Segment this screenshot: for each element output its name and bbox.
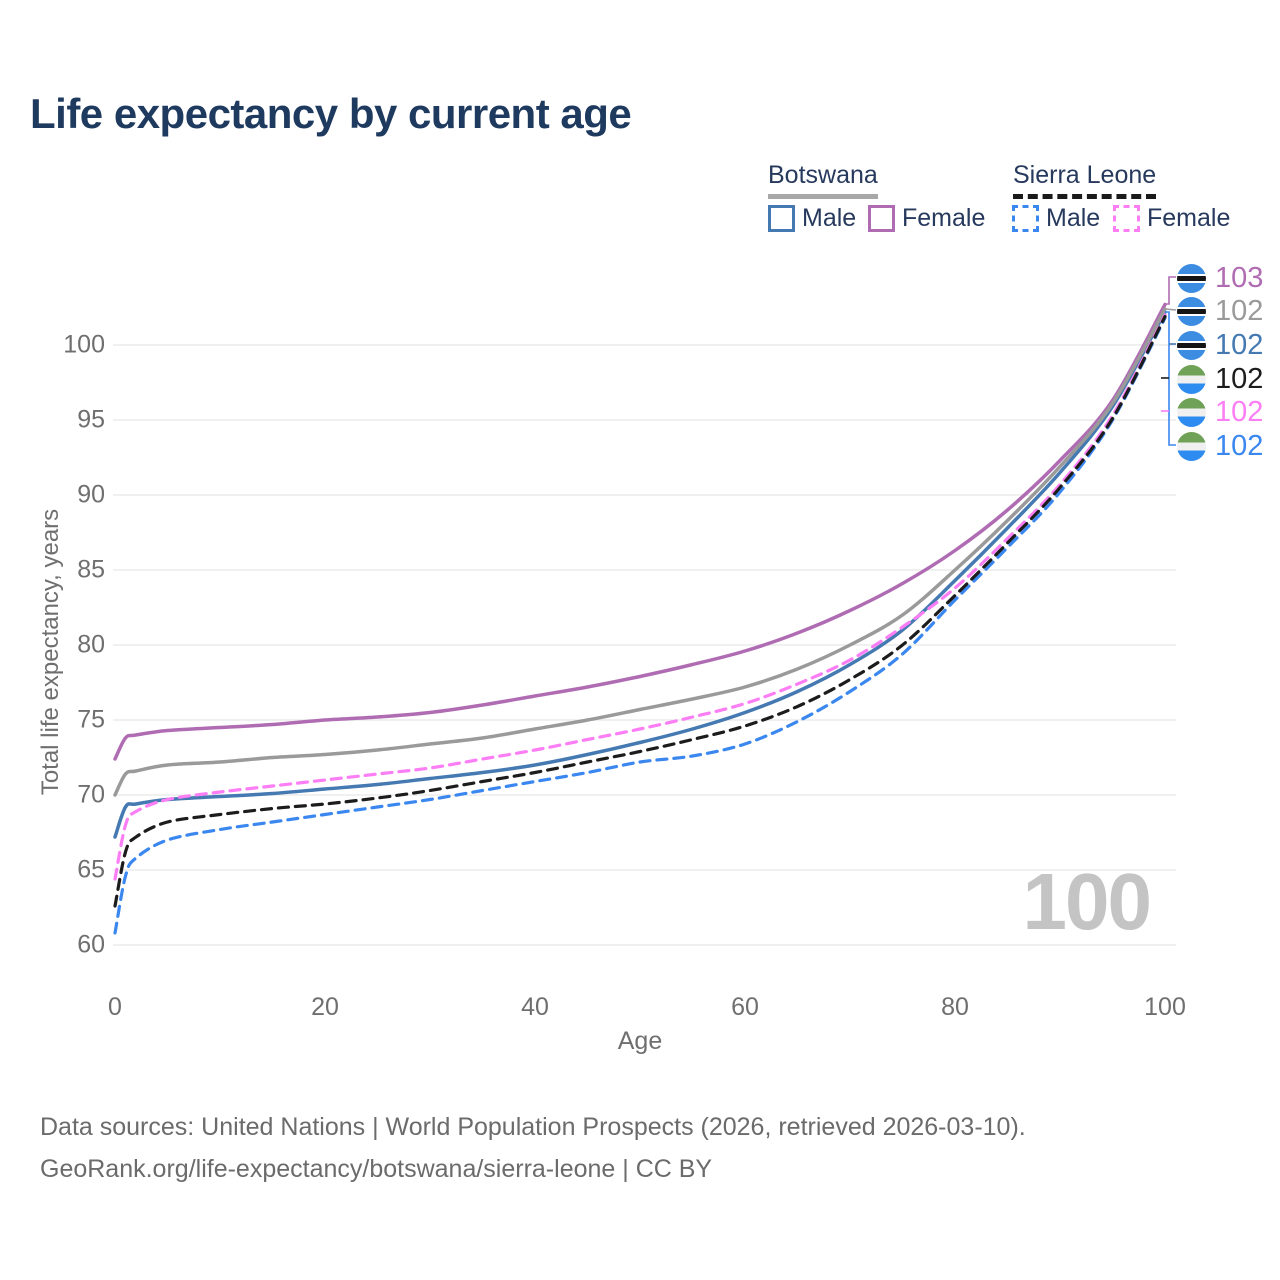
end-value-label: 102 <box>1215 429 1264 462</box>
x-tick-label: 40 <box>521 993 549 1021</box>
botswana-male-swatch-icon <box>768 205 795 232</box>
end-label-row: 102 <box>1177 330 1263 360</box>
legend-group-botswana[interactable]: Botswana <box>768 161 878 199</box>
end-value-label: 102 <box>1215 395 1264 428</box>
x-tick-label: 60 <box>731 993 759 1021</box>
attribution-line: GeoRank.org/life-expectancy/botswana/sie… <box>40 1155 713 1183</box>
y-tick-label: 95 <box>77 405 105 434</box>
end-value-label: 102 <box>1215 328 1264 361</box>
y-tick-label: 65 <box>77 855 105 884</box>
legend-item-label: Female <box>902 204 986 232</box>
legend-item-label: Female <box>1147 204 1231 232</box>
end-value-label: 102 <box>1215 294 1264 327</box>
legend-item-label: Male <box>1046 204 1101 232</box>
data-source-line: Data sources: United Nations | World Pop… <box>40 1113 1026 1141</box>
sierra-leone-flag-icon <box>1177 397 1206 427</box>
series-line-botswana-male[interactable] <box>113 310 1167 839</box>
end-label-row: 102 <box>1177 296 1263 326</box>
end-label-row: 102 <box>1177 397 1263 427</box>
y-tick-label: 60 <box>77 930 105 959</box>
footer: Data sources: United Nations | World Pop… <box>40 1106 1026 1190</box>
botswana-female-swatch-icon <box>868 205 895 232</box>
series-line-botswana-female[interactable] <box>113 302 1167 761</box>
series-line-sierra-leone-female[interactable] <box>113 313 1167 881</box>
page-title: Life expectancy by current age <box>30 90 632 137</box>
botswana-flag-icon <box>1177 330 1206 360</box>
y-tick-label: 80 <box>77 630 105 659</box>
end-label-row: 102 <box>1177 431 1263 461</box>
leader-line <box>1164 308 1177 311</box>
x-tick-label: 20 <box>311 993 339 1021</box>
legend-item-botswana-male[interactable]: Male <box>768 204 856 233</box>
y-tick-label: 90 <box>77 480 105 509</box>
legend-item-botswana-female[interactable]: Female <box>868 204 985 233</box>
end-value-label: 103 <box>1215 261 1264 294</box>
series-line-sierra-leone-male[interactable] <box>113 316 1167 935</box>
x-tick-label: 100 <box>1144 993 1186 1021</box>
series-line-botswana-combined[interactable] <box>113 307 1167 797</box>
end-label-row: 102 <box>1177 364 1263 394</box>
series-line-sierra-leone-combined[interactable] <box>113 314 1167 908</box>
end-label-row: 103 <box>1177 263 1263 293</box>
y-tick-label: 70 <box>77 780 105 809</box>
sierra-leone-flag-icon <box>1177 364 1206 394</box>
y-tick-label: 75 <box>77 705 105 734</box>
x-tick-label: 80 <box>941 993 969 1021</box>
sierra-leone-female-swatch-icon <box>1113 205 1140 232</box>
legend-item-sierra-leone-male[interactable]: Male <box>1012 204 1100 233</box>
legend-group-sierra-leone[interactable]: Sierra Leone <box>1013 161 1157 199</box>
x-axis-title: Age <box>617 1027 663 1055</box>
sierra-leone-flag-icon <box>1177 431 1206 461</box>
y-tick-label: 100 <box>63 330 105 359</box>
leader-line <box>1165 311 1176 446</box>
x-tick-label: 0 <box>108 993 122 1021</box>
botswana-flag-icon <box>1177 263 1206 293</box>
sierra-leone-male-swatch-icon <box>1012 205 1039 232</box>
leader-line <box>1165 276 1176 305</box>
legend-item-label: Male <box>802 204 857 232</box>
botswana-flag-icon <box>1177 296 1206 326</box>
age-watermark: 100 <box>1022 857 1152 946</box>
y-tick-label: 85 <box>77 555 105 584</box>
legend-item-sierra-leone-female[interactable]: Female <box>1113 204 1230 233</box>
end-value-label: 102 <box>1215 362 1264 395</box>
